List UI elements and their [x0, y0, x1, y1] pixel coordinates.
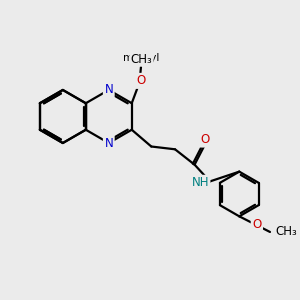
Text: CH₃: CH₃	[130, 52, 152, 65]
Text: methyl: methyl	[123, 53, 159, 63]
Text: CH₃: CH₃	[275, 226, 297, 238]
Text: O: O	[201, 133, 210, 146]
Text: N: N	[104, 83, 113, 97]
Text: O: O	[136, 74, 146, 87]
Text: N: N	[104, 136, 113, 149]
Text: NH: NH	[191, 176, 209, 189]
Text: O: O	[252, 218, 262, 231]
